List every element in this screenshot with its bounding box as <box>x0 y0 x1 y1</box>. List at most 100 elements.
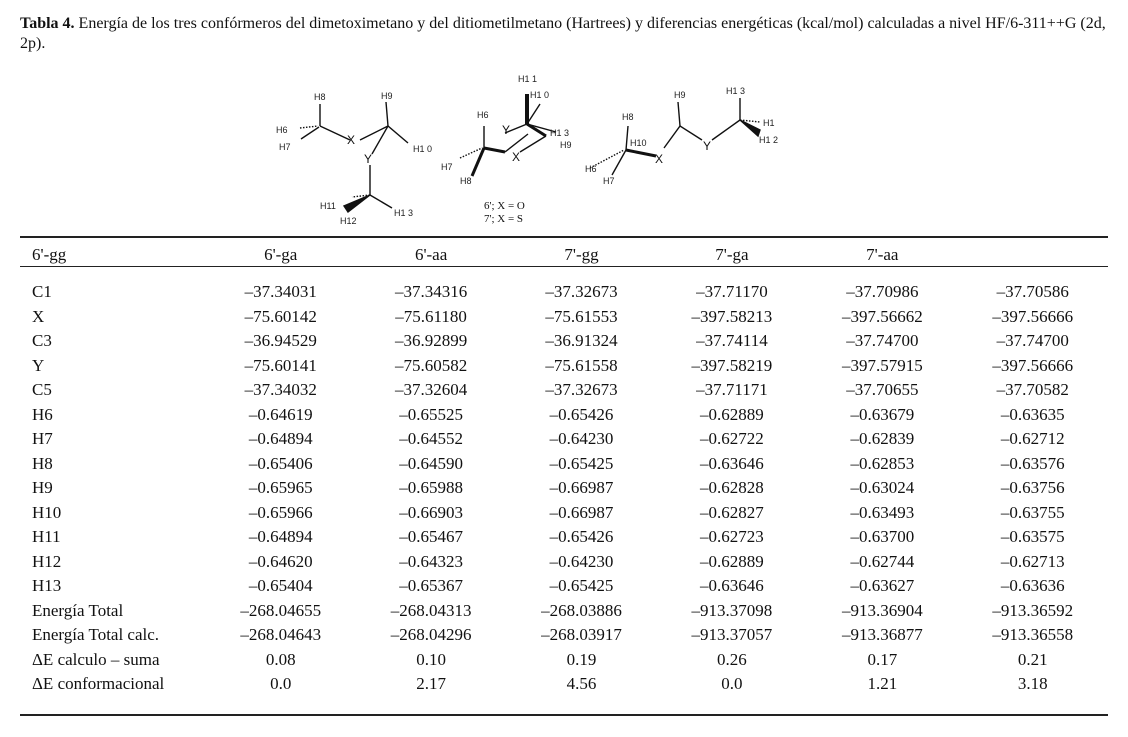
mol3-h13: H1 3 <box>726 86 745 96</box>
row-label: H13 <box>32 576 62 596</box>
table-cell: –0.64552 <box>399 429 463 449</box>
table-cell: –0.63646 <box>700 453 764 473</box>
table-cell: –0.65425 <box>549 453 614 473</box>
table-cell: –75.60141 <box>244 355 317 375</box>
table-cell: –0.62712 <box>1000 429 1065 449</box>
table-cell: –268.03886 <box>541 600 622 620</box>
mol2-h8: H8 <box>460 176 472 186</box>
table-cell: –0.62889 <box>700 551 764 571</box>
table-cell: –0.63636 <box>1000 576 1065 596</box>
table-row: C3 –36.94529 –36.92899 –36.91324 –37.74114 –3… <box>20 329 1108 354</box>
mol1-h13: H1 3 <box>394 208 413 218</box>
table-row: ΔE calculo – suma 0.08 0.10 0.19 0.26 0.17 0.2… <box>20 648 1108 673</box>
column-header: 6'-gg <box>32 245 67 264</box>
table-cell: –397.56666 <box>992 306 1074 326</box>
row-label: C1 <box>32 282 52 302</box>
mol1-h8: H8 <box>314 92 326 102</box>
table-cell: –0.64620 <box>248 551 313 571</box>
mol3-h1: H1 <box>763 118 775 128</box>
table-cell: –397.56666 <box>992 355 1074 375</box>
table-cell: –913.37098 <box>691 600 773 620</box>
table-cell: –0.65966 <box>248 502 313 522</box>
table-cell: –0.65426 <box>549 527 614 547</box>
molecule-aa <box>589 98 761 176</box>
table-cell: –397.58219 <box>691 355 773 375</box>
molecule-drawings: H8 H9 H6 X H1 0 H7 Y H11 H1 3 H12 H1 1 H… <box>276 74 778 226</box>
row-label: H10 <box>32 502 62 522</box>
table-cell: –0.63679 <box>850 404 915 424</box>
table-cell: –913.36904 <box>841 600 923 620</box>
table-cell: –37.70986 <box>846 282 919 302</box>
figure-legend: 6'; X = O 7'; X = S <box>484 200 525 226</box>
table-cell: –0.66987 <box>549 478 614 498</box>
energy-table: 6'-gg 6'-ga 6'-aa 7'-gg 7'-ga 7'-aa C1 –3… <box>20 242 1108 697</box>
mol1-h9: H9 <box>381 91 393 101</box>
table-row: H8 –0.65406 –0.64590 –0.65425 –0.63646 –0.628… <box>20 452 1108 477</box>
table-cell: –75.60582 <box>394 355 468 375</box>
table-cell: 0.26 <box>717 649 747 669</box>
table-caption: Tabla 4. Energía de los tres confórmeros… <box>20 14 1115 54</box>
legend-line-7: 7'; X = S <box>484 213 524 225</box>
row-label: Energía Total <box>32 600 124 620</box>
table-cell: –0.64323 <box>399 551 463 571</box>
mol1-h6: H6 <box>276 125 288 135</box>
row-label: H6 <box>32 404 53 424</box>
mol1-y: Y <box>364 152 372 166</box>
table-cell: –0.62828 <box>700 478 764 498</box>
table-cell: –0.63755 <box>1000 502 1065 522</box>
row-label: H8 <box>32 453 53 473</box>
table-cell: –37.70655 <box>846 380 919 400</box>
table-cell: –268.04643 <box>240 625 322 645</box>
table-cell: –0.62722 <box>700 429 764 449</box>
table-cell: –36.91324 <box>545 331 618 351</box>
table-cell: –0.65525 <box>399 404 463 424</box>
table-cell: –397.56662 <box>841 306 923 326</box>
table-row: C1 –37.34031 –37.34316 –37.32673 –37.71170 –3… <box>20 280 1108 305</box>
row-label: ΔE calculo – suma <box>32 649 160 669</box>
legend-line-6: 6'; X = O <box>484 200 525 212</box>
table-cell: –0.64230 <box>549 429 614 449</box>
table-cell: –37.34031 <box>244 282 317 302</box>
table-cell: –36.92899 <box>394 331 468 351</box>
table-cell: 0.17 <box>867 649 898 669</box>
table-cell: –0.65425 <box>549 576 614 596</box>
table-caption-text: Energía de los tres confórmeros del dime… <box>20 15 1106 52</box>
row-label: ΔE conformacional <box>32 674 165 694</box>
mol3-h9: H9 <box>674 90 686 100</box>
column-header: 7'-gg <box>564 245 599 264</box>
mol3-h8: H8 <box>622 112 634 122</box>
table-row: X –75.60142 –75.61180 –75.61553 –397.58213 –3… <box>20 305 1108 330</box>
mol3-h10: H10 <box>630 138 647 148</box>
table-cell: –0.64894 <box>248 527 313 547</box>
table-cell: –268.04655 <box>240 600 322 620</box>
table-cell: –36.94529 <box>244 331 317 351</box>
table-cell: –0.62827 <box>700 502 764 522</box>
table-cell: –0.63756 <box>1000 478 1065 498</box>
table-cell: 0.19 <box>566 649 597 669</box>
table-cell: –0.66987 <box>549 502 614 522</box>
mol2-x: X <box>512 150 520 164</box>
mol2-h9: H9 <box>560 140 572 150</box>
table-cell: –397.58213 <box>691 306 773 326</box>
table-row: H7 –0.64894 –0.64552 –0.64230 –0.62722 –0.628… <box>20 427 1108 452</box>
table-cell: –0.64894 <box>248 429 313 449</box>
table-cell: –0.62889 <box>700 404 764 424</box>
table-cell: –0.65406 <box>248 453 313 473</box>
mol1-x: X <box>347 133 355 147</box>
table-cell: 2.17 <box>416 674 446 694</box>
mol2-h11: H1 1 <box>518 74 537 84</box>
table-cell: –268.03917 <box>541 625 622 645</box>
table-cell: –0.64619 <box>248 404 313 424</box>
mol3-x: X <box>655 152 663 166</box>
table-cell: –37.71171 <box>696 380 768 400</box>
table-cell: –0.63493 <box>850 502 915 522</box>
table-cell: –75.61553 <box>545 306 618 326</box>
table-caption-label: Tabla 4. <box>20 15 75 32</box>
table-cell: –75.60142 <box>244 306 317 326</box>
table-bottom-rule <box>20 714 1108 716</box>
mol2-h10: H1 0 <box>530 90 549 100</box>
table-cell: –75.61180 <box>395 306 467 326</box>
table-cell: –0.65404 <box>248 576 313 596</box>
table-cell: –37.74700 <box>996 331 1069 351</box>
table-cell: –0.63575 <box>1000 527 1065 547</box>
